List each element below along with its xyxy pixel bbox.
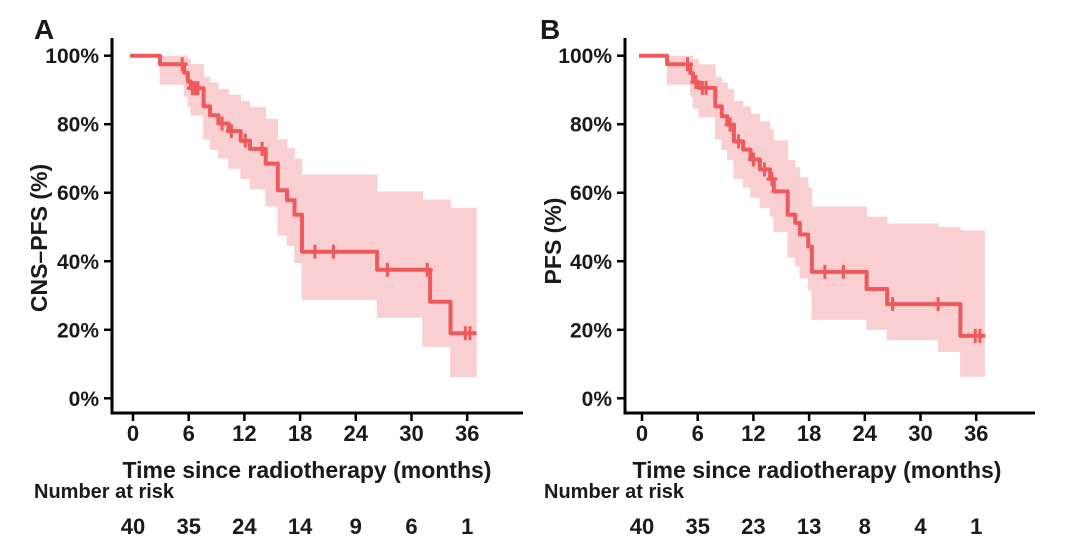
y-tick-label: 80% [570,114,612,137]
confidence-band-segment [773,140,789,233]
y-axis-title: CNS–PFS (%) [26,164,52,312]
x-tick-label: 6 [183,421,195,446]
x-tick-label: 12 [741,421,765,446]
panel-label: A [34,14,54,45]
confidence-band-segment [866,216,888,330]
panel-label: B [540,14,560,45]
x-tick-label: 24 [344,421,369,446]
number-at-risk-value: 24 [232,514,257,539]
confidence-band-segment [742,106,751,188]
confidence-band-segment [794,167,801,267]
y-tick-label: 0% [582,388,613,411]
confidence-band-segment [960,230,985,377]
y-tick-label: 0% [69,388,100,411]
confidence-band-segment [886,223,939,341]
x-tick-label: 6 [692,421,704,446]
number-at-risk-value: 40 [630,514,654,539]
number-at-risk-value: 35 [176,514,200,539]
y-tick-label: 20% [570,319,612,342]
x-tick-label: 36 [455,421,479,446]
x-tick-label: 18 [288,421,312,446]
y-tick-label: 20% [57,319,99,342]
number-at-risk-value: 35 [685,514,709,539]
x-tick-label: 12 [232,421,256,446]
number-at-risk-label: Number at risk [34,481,175,503]
number-at-risk-value: 1 [970,514,982,539]
x-tick-label: 24 [853,421,878,446]
number-at-risk-value: 14 [288,514,313,539]
confidence-band-segment [277,139,288,236]
confidence-band-segment [799,177,809,279]
x-tick-label: 30 [399,421,423,446]
number-at-risk-value: 40 [121,514,145,539]
x-tick-label: 30 [908,421,932,446]
number-at-risk-value: 6 [405,514,417,539]
y-tick-label: 100% [558,45,612,68]
y-tick-label: 80% [57,114,99,137]
y-tick-label: 60% [570,182,612,205]
y-tick-label: 40% [57,251,99,274]
number-at-risk-value: 8 [859,514,871,539]
number-at-risk-value: 4 [914,514,927,539]
y-tick-label: 100% [45,45,99,68]
number-at-risk-value: 13 [797,514,821,539]
x-tick-label: 0 [636,421,648,446]
confidence-band-segment [787,159,796,258]
confidence-band-segment [159,55,185,85]
confidence-band-segment [811,206,867,320]
panel-a-cns-pfs-chart: 100% 80% 60% 40% 20% 0% 0 40 6 35 12 24 18 14 24 9 30 6 36… [26,14,523,539]
y-tick-label: 60% [57,182,99,205]
confidence-band-segment [301,174,378,300]
x-tick-label: 36 [964,421,988,446]
number-at-risk-value: 23 [741,514,765,539]
y-axis-title: PFS (%) [540,198,566,285]
confidence-band-segment [450,207,477,378]
number-at-risk-value: 1 [461,514,473,539]
x-axis-title: Time since radiotherapy (months) [123,457,492,483]
confidence-band-segment [750,113,761,198]
y-tick-label: 40% [570,251,612,274]
x-axis-title: Time since radiotherapy (months) [633,457,1002,483]
confidence-band-segment [376,191,423,318]
x-tick-label: 0 [127,421,139,446]
confidence-band-segment [294,158,303,263]
confidence-band-segment [286,148,295,246]
x-tick-label: 18 [797,421,821,446]
number-at-risk-value: 9 [350,514,362,539]
number-at-risk-label: Number at risk [544,481,685,503]
confidence-band-segment [937,227,961,353]
panel-b-pfs-chart: 100% 80% 60% 40% 20% 0% 0 40 6 35 12 23 18 13 24 8 30 4 36… [540,14,1035,539]
